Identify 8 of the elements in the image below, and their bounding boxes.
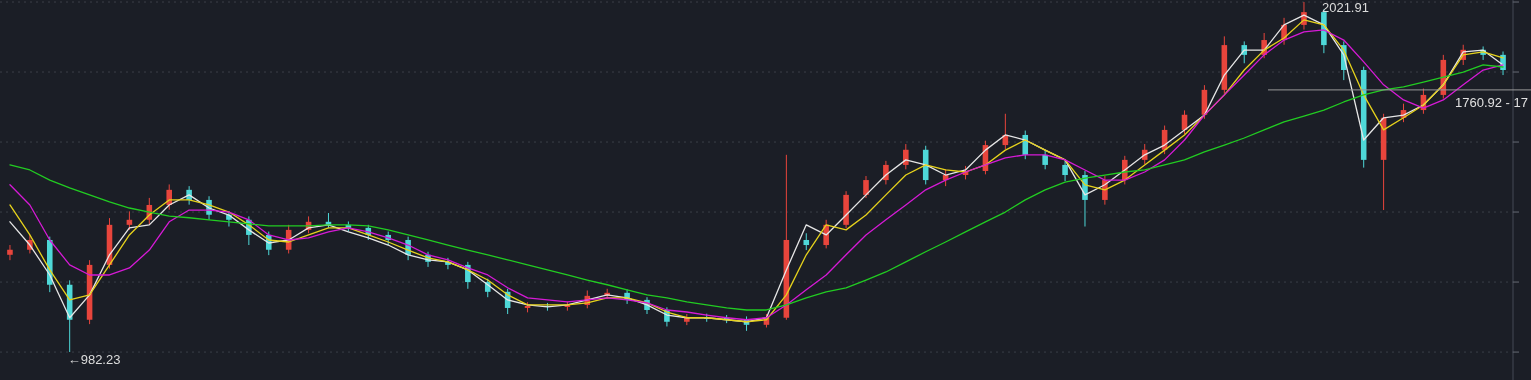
ref-line-label: 1760.92 - 17 [1454,94,1528,110]
candlestick [1042,150,1048,170]
candlestick [7,244,13,261]
candlestick [1062,160,1068,182]
candlestick [863,175,869,199]
candlestick [903,143,909,170]
annotation: ←982.23 [67,351,121,367]
annotation: 2021.91 [1321,0,1369,15]
